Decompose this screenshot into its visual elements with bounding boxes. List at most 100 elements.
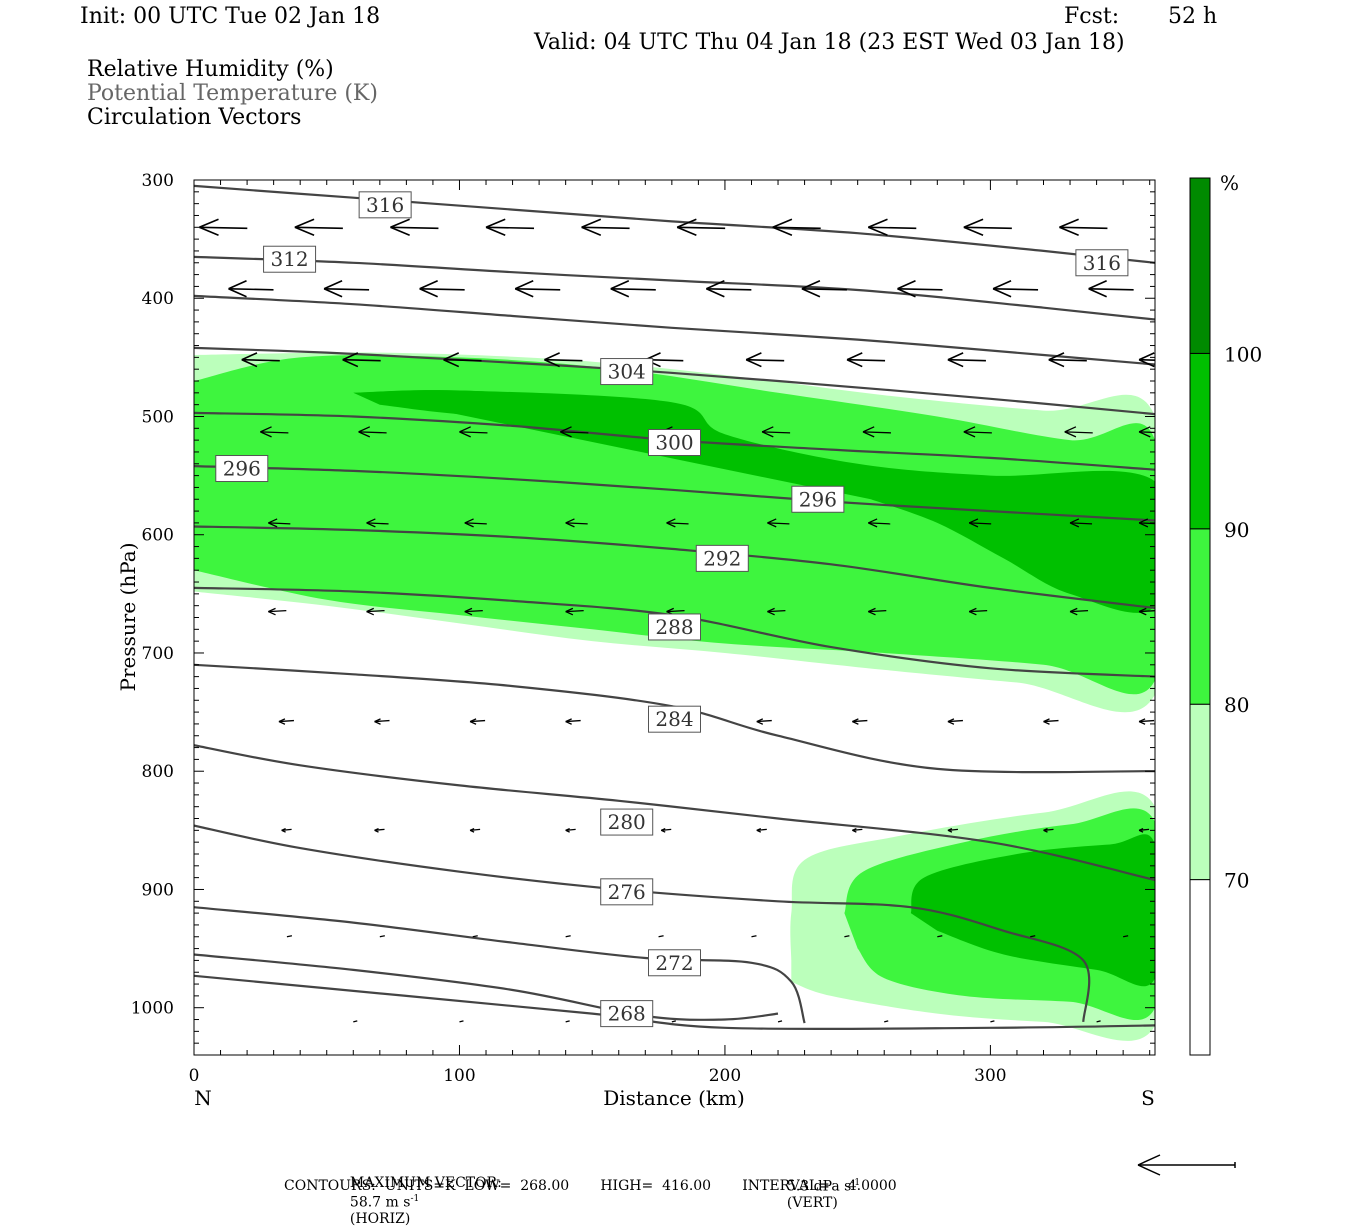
- vector-7-4: [660, 827, 672, 833]
- x-tick-label-100: 100: [443, 1066, 475, 1086]
- vector-6-1: [374, 718, 390, 725]
- vector-2-0: [241, 352, 280, 368]
- vector-5-3: [565, 607, 584, 616]
- colorbar-segment-3: [1189, 352, 1211, 530]
- vector-9-5: [884, 1020, 889, 1023]
- x-tick-label-0: 0: [189, 1066, 200, 1086]
- rh-region-2: [353, 390, 1155, 613]
- theta-contour-272: [194, 906, 806, 1024]
- contour-label-box-276: [600, 878, 654, 906]
- contour-label-box-296: [215, 455, 269, 483]
- contour-label-box-312: [263, 245, 317, 273]
- vert-sup: -1: [851, 1178, 861, 1188]
- vector-5-5: [767, 607, 786, 616]
- vector-0-8: [963, 218, 1012, 237]
- vector-1-2: [419, 280, 465, 298]
- vector-3-0: [260, 426, 289, 438]
- vector-2-6: [846, 352, 886, 368]
- max-vector-vert-tag: (VERT): [786, 1194, 838, 1211]
- vector-5-2: [464, 607, 483, 616]
- contour-label-272: 272: [655, 951, 693, 975]
- vector-9-2: [565, 1020, 570, 1023]
- colorbar-level-90: 90: [1224, 518, 1249, 542]
- forecast-hours: 52 h: [1168, 4, 1218, 29]
- vector-4-5: [767, 518, 790, 528]
- legend-rh: Relative Humidity (%): [87, 57, 334, 82]
- vector-2-7: [947, 352, 986, 368]
- vector-1-7: [897, 280, 943, 298]
- contour-label-296: 296: [799, 487, 837, 511]
- contour-label-box-284: [648, 705, 701, 733]
- vector-0-4: [581, 218, 630, 237]
- max-vector-horiz: 58.7 m s: [349, 1194, 411, 1211]
- vector-7-2: [469, 827, 481, 833]
- theta-contour-276: [194, 824, 1091, 1022]
- y-tick-label-1000: 1000: [131, 999, 174, 1019]
- y-tick-label-800: 800: [142, 762, 174, 782]
- theta-contour-308: [194, 294, 1155, 366]
- vector-9-6: [990, 1020, 995, 1023]
- y-tick-label-900: 900: [142, 880, 174, 900]
- vector-3-8: [1064, 426, 1093, 438]
- x-axis-label: Distance (km): [603, 1086, 745, 1110]
- vector-0-0: [199, 218, 248, 237]
- rh-fill-layer: [194, 352, 1155, 1041]
- vector-3-5: [761, 426, 791, 438]
- theta-contour-264: [194, 974, 1155, 1031]
- contour-label-304: 304: [608, 360, 646, 384]
- vector-7-8: [1043, 827, 1054, 833]
- vector-6-9: [1138, 718, 1155, 725]
- vector-9-7: [1096, 1020, 1101, 1023]
- vector-4-1: [366, 518, 389, 528]
- x-tick-label-200: 200: [709, 1066, 741, 1086]
- vector-0-3: [485, 218, 535, 237]
- vector-8-0: [286, 935, 293, 938]
- contour-label-box-304: [600, 358, 654, 386]
- vector-6-0: [278, 718, 294, 725]
- vector-9-1: [459, 1020, 464, 1023]
- contour-label-box-292: [695, 544, 749, 572]
- x-end-label-left: N: [194, 1086, 212, 1110]
- axes-layer: 300 400 500 600 700 800 900 1000 0 100 200 300: [131, 171, 1155, 1086]
- vector-4-0: [268, 518, 291, 528]
- vector-0-6: [772, 218, 821, 237]
- valid-time: Valid: 04 UTC Thu 04 Jan 18 (23 EST Wed …: [534, 30, 1125, 55]
- theta-contour-292: [194, 525, 1155, 610]
- contour-label-layer: 316 316 312 304 300 296 296 292 288 284 280 276 272 2…: [215, 191, 1129, 1028]
- vector-3-1: [358, 426, 387, 438]
- theta-contour-280: [194, 744, 1155, 882]
- contour-label-box-280: [600, 808, 654, 836]
- vector-7-7: [947, 827, 958, 833]
- vector-2-3: [544, 352, 583, 368]
- vector-1-4: [610, 280, 656, 298]
- vector-7-3: [565, 827, 576, 833]
- colorbar-level-100: 100: [1224, 342, 1262, 366]
- colorbar-segment-0: [1189, 879, 1211, 1056]
- contour-label-box-300: [648, 429, 701, 456]
- contour-label-316: 316: [366, 193, 404, 217]
- vector-9-0: [353, 1020, 358, 1023]
- theta-contour-296: [194, 465, 1155, 522]
- contour-label-300: 300: [655, 431, 693, 455]
- contour-label-284: 284: [655, 707, 693, 731]
- vector-4-4: [666, 518, 689, 528]
- contour-label-316: 316: [1083, 251, 1121, 275]
- x-tick-label-300: 300: [974, 1066, 1006, 1086]
- vector-5-9: [1138, 607, 1155, 616]
- contour-label-box-272: [648, 949, 701, 977]
- colorbar: 70 80 90 100%: [1189, 171, 1262, 1056]
- vector-6-6: [852, 718, 868, 725]
- contour-label-276: 276: [608, 880, 646, 904]
- cross-section-chart: 316 316 312 304 300 296 296 292 288 284 280 276 272 2…: [116, 171, 1262, 1176]
- vector-8-8: [1030, 935, 1036, 938]
- vector-3-2: [459, 426, 488, 438]
- rh-region-3: [353, 390, 686, 423]
- vector-8-3: [565, 935, 571, 938]
- vector-3-9: [1138, 426, 1155, 438]
- legend-vectors: Circulation Vectors: [87, 105, 302, 130]
- contour-label-296: 296: [223, 457, 261, 481]
- y-tick-label-500: 500: [142, 407, 174, 427]
- vector-4-2: [464, 518, 487, 528]
- max-vector-vert: 5.3 dPa s: [786, 1178, 852, 1195]
- vector-9-3: [671, 1020, 677, 1023]
